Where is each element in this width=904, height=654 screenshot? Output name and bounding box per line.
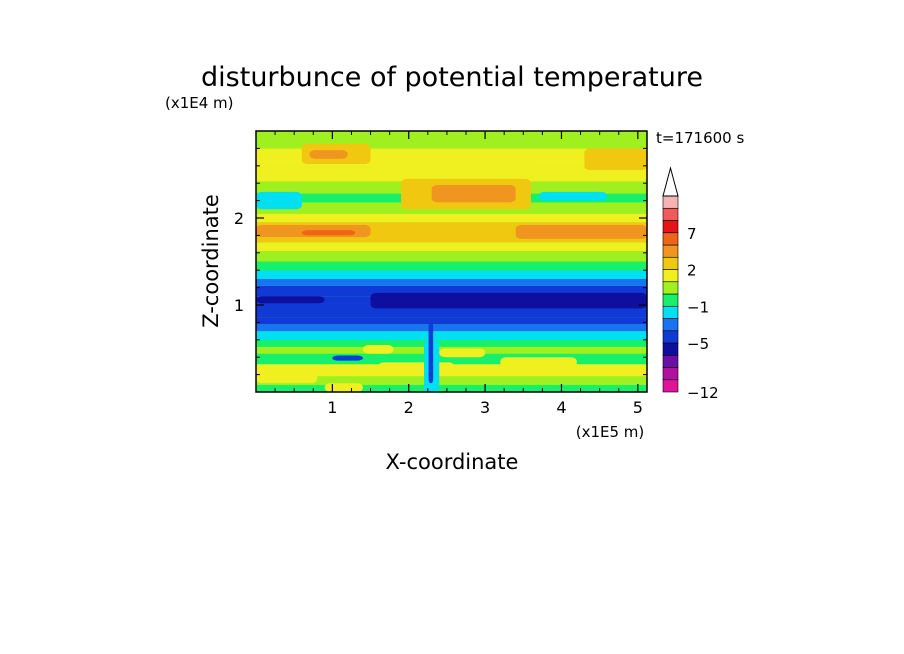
contour-band-12 [256, 270, 647, 279]
colorbar-swatch [662, 269, 679, 283]
contour-band-5 [256, 339, 647, 347]
colorbar-swatch [662, 232, 679, 246]
x-tick-label: 4 [556, 398, 566, 417]
contour-band-15 [256, 242, 647, 252]
heatmap-plot [255, 130, 648, 393]
y-axis: 12 [234, 147, 647, 376]
time-annotation: t=171600 s [656, 129, 744, 147]
contour-band-0 [256, 385, 647, 392]
y-tick-label: 1 [234, 296, 244, 315]
contour-patch-20 [332, 355, 363, 361]
colorbar: 7 2 −1 −5 −12 [662, 166, 719, 402]
contour-band-7 [256, 324, 647, 332]
contour-band-1 [256, 376, 647, 386]
x-tick-label: 1 [327, 398, 337, 417]
contour-patch-6 [309, 150, 348, 159]
colorbar-swatch [662, 379, 679, 393]
contour-patch-8 [378, 152, 531, 171]
contour-patch-21 [428, 322, 434, 384]
colorbar-label: 2 [687, 262, 697, 280]
x-tick-label: 2 [404, 398, 414, 417]
contour-band-17 [256, 213, 647, 223]
contour-patch-13 [256, 367, 318, 384]
colorbar-swatch [662, 293, 679, 307]
colorbar-swatch [662, 195, 679, 209]
contour-patch-11 [370, 292, 647, 309]
y-axis-unit: (x1E4 m) [165, 94, 234, 112]
contour-band-6 [256, 331, 647, 340]
colorbar-swatch [662, 367, 679, 381]
contour-patch-15 [500, 357, 577, 371]
colorbar-swatch [662, 330, 679, 344]
contour-band-14 [256, 251, 647, 262]
x-axis-unit: (x1E5 m) [576, 423, 645, 441]
contour-patch-18 [324, 383, 363, 392]
y-tick-label: 2 [234, 209, 244, 228]
colorbar-swatch [662, 220, 679, 234]
contour-band-21 [256, 167, 647, 182]
colorbar-extend-arrow [662, 166, 679, 197]
contour-patch-10 [538, 191, 608, 201]
colorbar-swatch [662, 354, 679, 368]
colorbar-label: −5 [687, 335, 709, 353]
contour-band-8 [256, 317, 647, 325]
contour-patch-4 [431, 184, 516, 203]
contour-patch-2 [515, 224, 647, 239]
colorbar-label: −1 [687, 298, 709, 316]
contour-patch-16 [439, 348, 486, 358]
contour-band-11 [256, 278, 647, 286]
colorbar-swatch [662, 281, 679, 295]
colorbar-swatch [662, 318, 679, 332]
y-axis-label: Z-coordinate [199, 194, 223, 328]
chart-title: disturbunce of potential temperature [201, 62, 703, 93]
contour-band-13 [256, 261, 647, 271]
colorbar-label: −12 [687, 384, 719, 402]
colorbar-swatch [662, 342, 679, 356]
contour-patch-12 [256, 296, 325, 304]
plot-frame [255, 130, 648, 393]
colorbar-swatch [662, 256, 679, 270]
x-axis-label: X-coordinate [386, 450, 519, 474]
colorbar-label: 7 [687, 225, 697, 243]
contour-patch-14 [378, 362, 455, 375]
contour-band-3 [256, 353, 647, 365]
contour-band-23 [256, 131, 647, 149]
contour-band-10 [256, 285, 647, 297]
colorbar-swatch [662, 305, 679, 319]
contour-patch-17 [362, 345, 394, 354]
colorbar-swatch [662, 207, 679, 221]
x-axis: 1 2 3 4 5 [274, 131, 643, 417]
x-tick-label: 5 [633, 398, 643, 417]
contour-patch-7 [584, 148, 647, 171]
contour-patch-1 [301, 230, 356, 236]
colorbar-swatch [662, 244, 679, 258]
x-tick-label: 3 [480, 398, 490, 417]
contour-patch-9 [256, 191, 302, 210]
